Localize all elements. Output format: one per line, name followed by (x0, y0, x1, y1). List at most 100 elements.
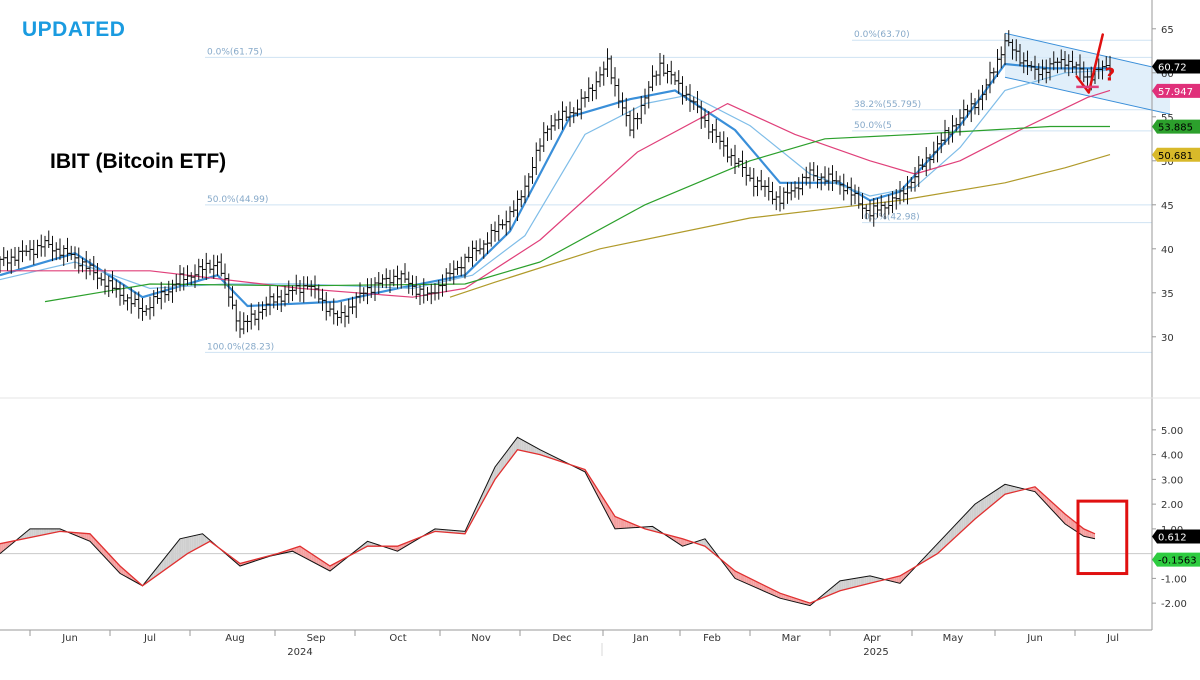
oscillator-bear-fill (626, 521, 629, 529)
oscillator-bear-fill (748, 577, 750, 585)
oscillator-bear-fill (307, 551, 310, 561)
oscillator-bear-fill (301, 547, 304, 558)
oscillator-bull-fill (474, 507, 477, 517)
oscillator-bear-fill (88, 533, 90, 542)
oscillator-bear-fill (84, 533, 87, 540)
oscillator-bull-fill (946, 531, 949, 545)
oscillator-bull-fill (933, 545, 936, 556)
oscillator-bull-fill (864, 576, 867, 585)
oscillator-bull-fill (856, 577, 859, 587)
oscillator-bull-fill (952, 525, 955, 540)
oscillator-bull-fill (851, 578, 854, 588)
oscillator-bull-fill (703, 538, 705, 547)
oscillator-bull-fill (963, 514, 966, 530)
oscillator-bull-fill (513, 439, 516, 455)
oscillator-bear-fill (316, 557, 319, 566)
oscillator-bull-fill (52, 528, 55, 533)
x-month-label: Feb (703, 633, 721, 644)
oscillator-bull-fill (191, 535, 194, 552)
oscillator-bull-fill (193, 535, 195, 551)
oscillator-bull-fill (496, 462, 499, 477)
oscillator-bull-fill (853, 578, 855, 588)
y-tick-label: 45 (1161, 201, 1174, 212)
oscillator-bear-fill (742, 574, 745, 583)
oscillator-bear-fill (1061, 510, 1064, 522)
oscillator-bear-fill (783, 594, 786, 600)
oscillator-bull-fill (200, 533, 203, 547)
oscillator-bull-fill (28, 528, 30, 538)
oscillator-bull-fill (33, 528, 36, 537)
oscillator-bull-fill (941, 537, 944, 551)
oscillator-bull-fill (165, 555, 167, 570)
oscillator-bear-fill (3, 542, 6, 551)
fib-level-label: 100.0%(28.23) (207, 342, 274, 352)
oscillator-bear-fill (746, 576, 749, 585)
oscillator-bull-fill (526, 442, 529, 453)
oscillator-bull-fill (37, 528, 40, 536)
oscillator-bear-fill (0, 543, 2, 554)
oscillator-bull-fill (1014, 486, 1017, 492)
oscillator-bull-fill (986, 495, 989, 510)
oscillator-bear-fill (787, 595, 790, 601)
oscillator-bull-fill (50, 528, 53, 534)
oscillator-bear-fill (78, 532, 81, 538)
oscillator-bull-fill (48, 528, 51, 534)
oscillator-bull-fill (159, 562, 162, 574)
x-year-label: 2024 (287, 647, 312, 658)
oscillator-bear-fill (680, 538, 683, 547)
oscillator-bull-fill (1003, 484, 1005, 496)
oscillator-bull-fill (849, 579, 852, 589)
oscillator-bull-fill (181, 537, 184, 558)
oscillator-bear-fill (791, 596, 794, 602)
oscillator-bull-fill (984, 496, 987, 512)
oscillator-bull-fill (943, 535, 945, 549)
oscillator-bull-fill (931, 547, 934, 557)
oscillator-bull-fill (166, 552, 169, 569)
channel-lower-line (1004, 76, 1171, 115)
fib-level-label: 0.0%(42.98) (864, 213, 920, 223)
oscillator-bull-fill (204, 535, 207, 545)
oscillator-bull-fill (699, 540, 702, 545)
x-month-label: Sep (307, 633, 326, 644)
oscillator-bear-fill (322, 561, 325, 568)
price-last-value-tag-bg (1152, 59, 1200, 74)
oscillator-bear-fill (1, 542, 4, 553)
oscillator-bear-fill (616, 517, 619, 529)
oscillator-bear-fill (772, 589, 775, 596)
oscillator-bear-fill (761, 583, 764, 591)
oscillator-bear-fill (757, 582, 760, 590)
oscillator-bull-fill (834, 583, 837, 594)
oscillator-bull-fill (506, 449, 509, 465)
price-last-value-tag: 57.947 (1152, 83, 1200, 98)
oscillator-bull-fill (969, 508, 972, 525)
price-last-value-tag-text: 50.681 (1158, 151, 1193, 162)
oscillator-bull-fill (866, 576, 869, 585)
oscillator-bull-fill (995, 489, 998, 502)
price-last-value-tag-bg (1152, 119, 1200, 134)
oscillator-bull-fill (521, 439, 524, 451)
oscillator-bull-fill (948, 529, 951, 544)
oscillator-bear-fill (630, 522, 632, 528)
oscillator-bull-fill (39, 528, 42, 536)
fib-level-label: 50.0%(44.99) (207, 195, 268, 205)
oscillator-bear-fill (620, 518, 623, 529)
oscillator-bull-fill (1001, 485, 1004, 498)
oscillator-bear-fill (1065, 514, 1067, 526)
oscillator-bull-fill (178, 538, 180, 561)
oscillator-bull-fill (935, 543, 938, 555)
oscillator-bear-fill (1081, 527, 1084, 537)
oscillator-bull-fill (973, 504, 975, 521)
oscillator-bull-fill (1005, 484, 1007, 495)
oscillator-bull-fill (534, 446, 537, 454)
osc-last-value-tag: 0.612 (1152, 529, 1200, 544)
osc-last-value-tag-text: -0.1563 (1158, 556, 1197, 567)
oscillator-bear-fill (395, 546, 398, 552)
oscillator-bear-fill (1089, 531, 1092, 538)
oscillator-bear-fill (86, 533, 89, 541)
osc-y-tick-label: 4.00 (1161, 451, 1183, 462)
osc-y-tick-label: 2.00 (1161, 500, 1183, 511)
oscillator-bull-fill (650, 526, 653, 531)
channel-upper-line (1004, 32, 1171, 72)
